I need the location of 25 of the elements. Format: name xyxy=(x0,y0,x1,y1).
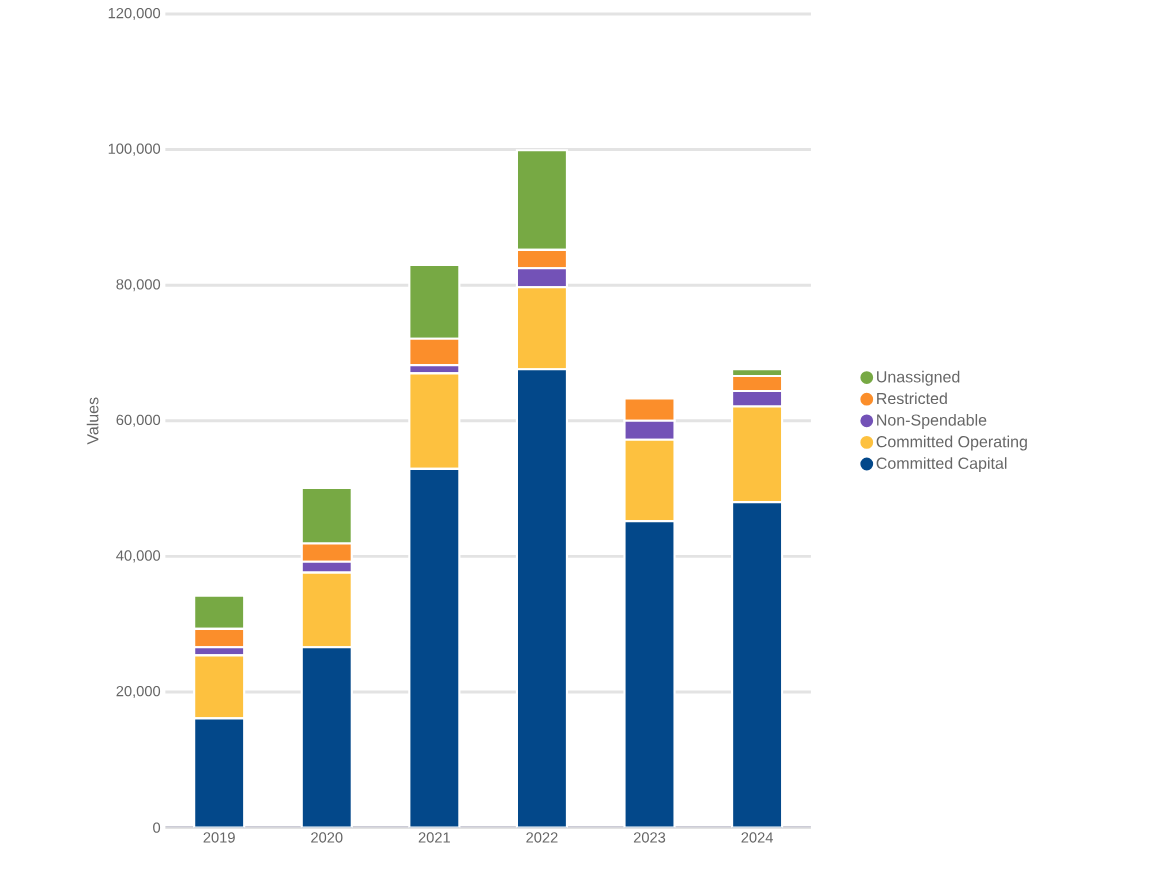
x-tick-label: 2020 xyxy=(311,832,343,843)
y-tick-label: 0 xyxy=(153,822,161,833)
legend-label: Restricted xyxy=(877,392,947,405)
x-tick-label: 2024 xyxy=(741,832,773,843)
y-tick-label: 60,000 xyxy=(116,414,161,428)
x-tick-label: 2023 xyxy=(633,832,666,843)
y-axis-title: Values xyxy=(86,397,99,445)
x-tick-label: 2022 xyxy=(526,832,558,843)
y-tick-label: 80,000 xyxy=(116,279,161,292)
bar xyxy=(731,501,784,828)
y-tick-label: 100,000 xyxy=(108,143,161,156)
x-tick-label: 2021 xyxy=(418,832,450,843)
bar xyxy=(408,468,461,828)
bar xyxy=(623,520,676,828)
legend-label: Committed Capital xyxy=(876,457,1007,473)
legend-label: Committed Operating xyxy=(876,435,1027,451)
bar xyxy=(300,646,353,828)
x-tick-label: 2019 xyxy=(203,832,235,843)
bar xyxy=(515,368,569,828)
y-tick-label: 20,000 xyxy=(116,686,161,699)
legend-label: Non-Spendable xyxy=(877,414,987,430)
legend-label: Unassigned xyxy=(877,370,960,386)
y-tick-label: 120,000 xyxy=(108,8,161,21)
bar xyxy=(193,717,246,828)
y-tick-label: 40,000 xyxy=(116,550,161,563)
